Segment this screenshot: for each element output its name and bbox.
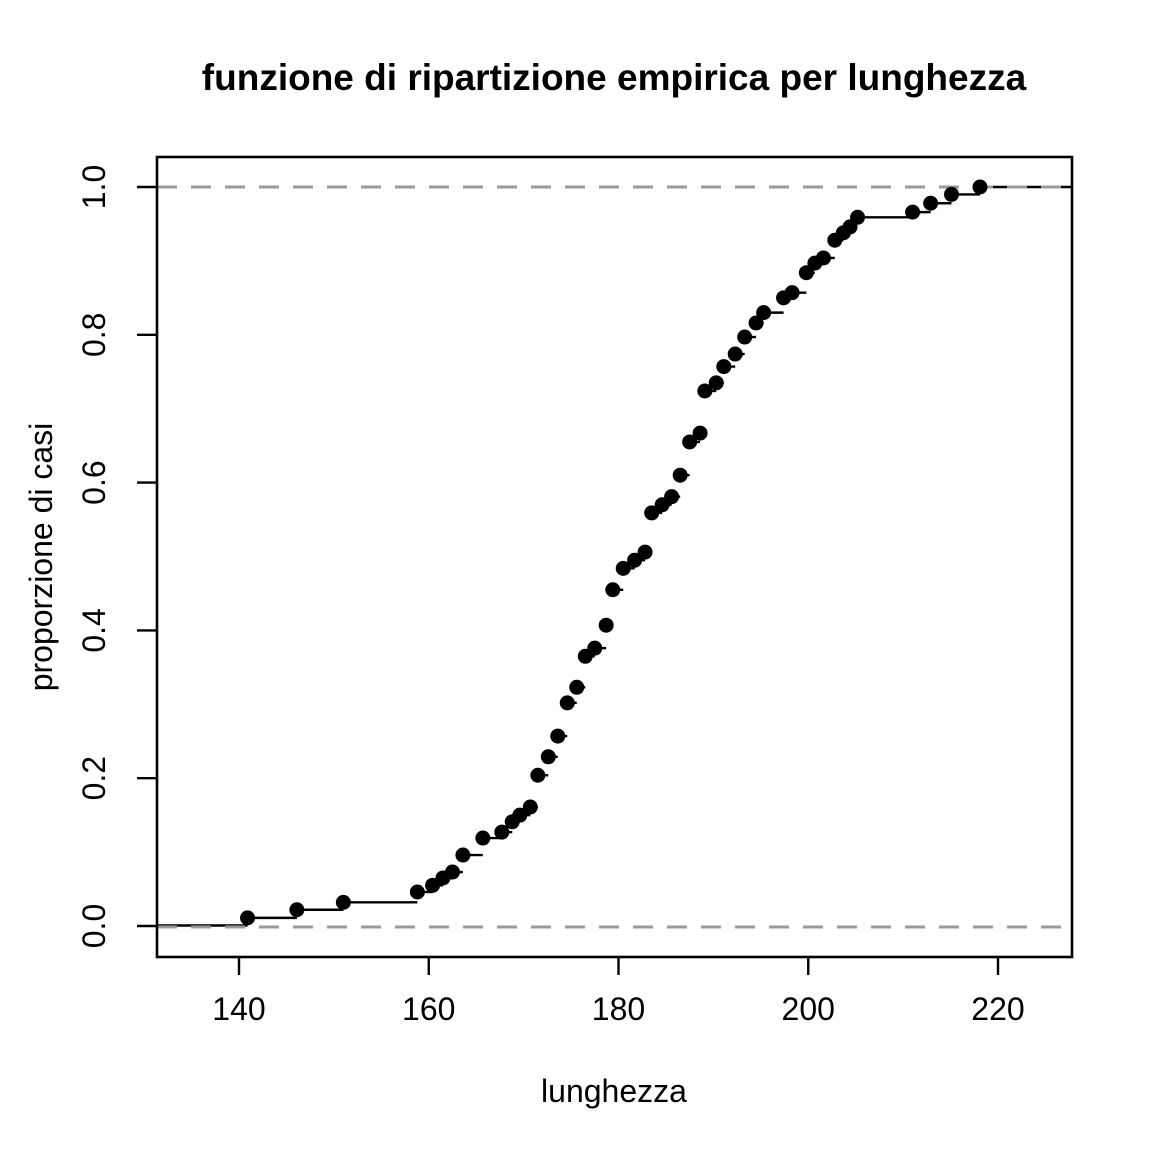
- ecdf-point: [444, 864, 460, 880]
- ecdf-point: [587, 640, 603, 656]
- ecdf-point: [475, 830, 491, 846]
- y-axis-title: proporzione di casi: [23, 423, 59, 692]
- ecdf-tail-lines: [157, 185, 1072, 927]
- x-tick-label: 200: [782, 991, 835, 1027]
- ecdf-point: [708, 375, 724, 391]
- ecdf-point: [784, 285, 800, 301]
- ecdf-point: [972, 179, 988, 195]
- ecdf-point: [569, 679, 585, 695]
- x-axis-ticks: 140 160 180 200 220: [212, 957, 1025, 1027]
- ecdf-point: [289, 902, 305, 918]
- ecdf-point: [627, 552, 643, 568]
- ecdf-point: [644, 505, 660, 521]
- reference-dashed-lines: [157, 185, 1072, 929]
- y-tick-label: 0.6: [76, 460, 112, 504]
- ecdf-point: [815, 250, 831, 266]
- ecdf-point: [682, 434, 698, 450]
- ecdf-point: [664, 489, 680, 505]
- ecdf-point: [697, 383, 713, 399]
- ecdf-point: [522, 799, 538, 815]
- ecdf-point: [637, 544, 653, 560]
- ecdf-point: [559, 695, 575, 711]
- y-tick-label: 1.0: [76, 165, 112, 209]
- ecdf-point: [944, 186, 960, 202]
- ecdf-point: [240, 910, 256, 926]
- ecdf-point: [605, 582, 621, 598]
- chart-title: funzione di ripartizione empirica per lu…: [202, 57, 1027, 98]
- ecdf-point: [409, 884, 425, 900]
- ecdf-point: [692, 425, 708, 441]
- ecdf-point: [425, 877, 441, 893]
- ecdf-point: [727, 346, 743, 362]
- ecdf-point: [716, 359, 732, 375]
- ecdf-point: [905, 204, 921, 220]
- ecdf-point: [335, 894, 351, 910]
- ecdf-point: [850, 209, 866, 225]
- ecdf-points: [240, 179, 988, 926]
- y-axis-ticks: 0.0 0.2 0.4 0.6 0.8 1.0: [76, 165, 157, 948]
- ecdf-point: [737, 329, 753, 345]
- ecdf-point: [512, 807, 528, 823]
- ecdf-point: [756, 305, 772, 321]
- x-tick-label: 220: [971, 991, 1024, 1027]
- x-tick-label: 180: [592, 991, 645, 1027]
- ecdf-point: [540, 749, 556, 765]
- x-tick-label: 140: [212, 991, 265, 1027]
- ecdf-point: [598, 617, 614, 633]
- x-axis-title: lunghezza: [541, 1073, 687, 1109]
- plot-box: [155, 155, 1074, 959]
- y-tick-label: 0.8: [76, 313, 112, 357]
- ecdf-point: [798, 265, 814, 281]
- ecdf-step-lines: [247, 193, 980, 920]
- ecdf-point: [748, 315, 764, 331]
- x-tick-label: 160: [402, 991, 455, 1027]
- ecdf-point: [455, 847, 471, 863]
- y-tick-label: 0.2: [76, 756, 112, 800]
- ecdf-point: [494, 824, 510, 840]
- y-tick-label: 0.0: [76, 904, 112, 948]
- ecdf-point: [615, 560, 631, 576]
- ecdf-point: [530, 767, 546, 783]
- y-tick-label: 0.4: [76, 608, 112, 652]
- ecdf-point: [550, 728, 566, 744]
- ecdf-point: [672, 467, 688, 483]
- ecdf-point: [923, 195, 939, 211]
